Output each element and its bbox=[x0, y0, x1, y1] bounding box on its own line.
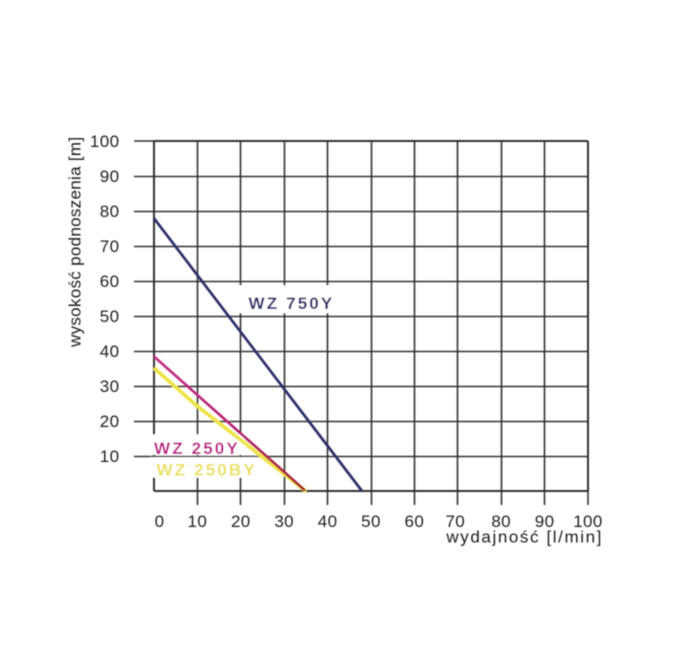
svg-text:10: 10 bbox=[100, 447, 120, 466]
svg-text:20: 20 bbox=[231, 512, 251, 531]
svg-text:90: 90 bbox=[535, 512, 555, 531]
svg-text:30: 30 bbox=[100, 377, 120, 396]
svg-text:90: 90 bbox=[100, 167, 120, 186]
svg-text:30: 30 bbox=[274, 512, 294, 531]
svg-text:10: 10 bbox=[188, 512, 208, 531]
svg-text:40: 40 bbox=[318, 512, 338, 531]
svg-text:70: 70 bbox=[445, 512, 465, 531]
svg-text:WZ 250BY: WZ 250BY bbox=[157, 461, 257, 480]
svg-text:50: 50 bbox=[361, 512, 381, 531]
svg-text:70: 70 bbox=[100, 237, 120, 256]
svg-text:100: 100 bbox=[90, 132, 120, 151]
svg-text:WZ 250Y: WZ 250Y bbox=[154, 439, 240, 458]
svg-text:20: 20 bbox=[100, 412, 120, 431]
svg-text:wysokość podnoszenia [m]: wysokość podnoszenia [m] bbox=[66, 137, 85, 348]
svg-text:60: 60 bbox=[405, 512, 425, 531]
svg-text:100: 100 bbox=[573, 512, 603, 531]
svg-text:WZ 750Y: WZ 750Y bbox=[249, 294, 335, 313]
svg-text:0: 0 bbox=[155, 512, 165, 531]
svg-text:50: 50 bbox=[100, 307, 120, 326]
svg-text:60: 60 bbox=[100, 272, 120, 291]
svg-text:80: 80 bbox=[491, 512, 511, 531]
svg-text:40: 40 bbox=[100, 342, 120, 361]
svg-text:80: 80 bbox=[100, 202, 120, 221]
svg-text:wydajność [l/min]: wydajność [l/min] bbox=[445, 528, 603, 547]
